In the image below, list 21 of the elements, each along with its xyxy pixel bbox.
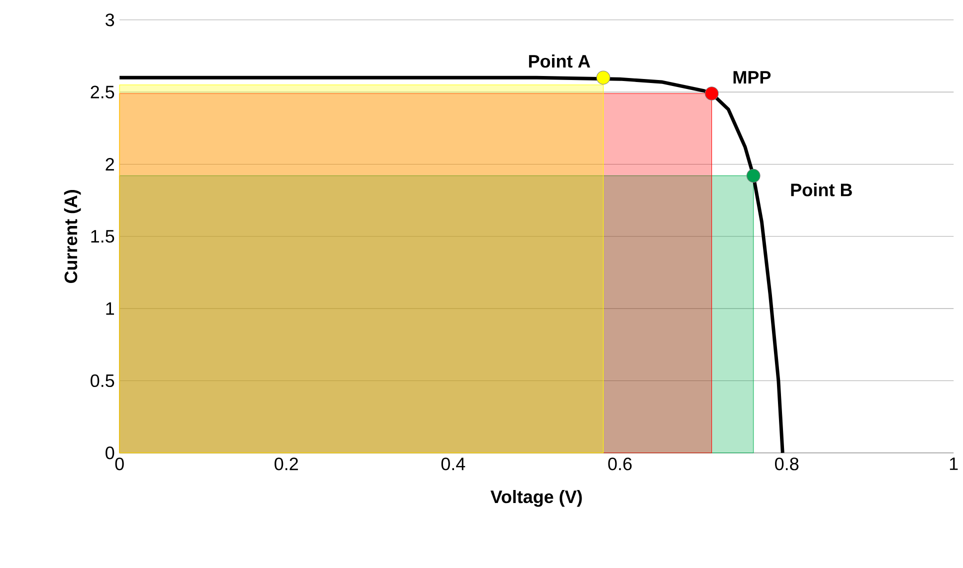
x-tick-label: 0.2 [274,457,298,470]
point [704,86,719,100]
y-tick-label: 1.5 [91,230,114,242]
x-tick-label: 0.6 [608,457,632,470]
x-tick-label: 0.4 [441,457,466,470]
y-tick-label: 2.5 [90,86,114,98]
point [596,70,610,84]
annotation: Point B [791,182,852,196]
point [746,168,760,182]
y-tick-label: 3 [106,13,114,26]
y-tick-label: 0.5 [90,374,114,387]
y-axis-title: Current (A) [64,190,81,283]
x-tick-label: 0.8 [775,457,798,470]
x-tick-label: 1 [950,457,958,470]
annotation: MPP [734,70,771,84]
y-tick-label: 0 [106,446,114,460]
annotation: Point A [529,54,590,68]
x-tick-label: 0 [115,457,124,470]
x-axis-title: Voltage (V) [490,490,582,507]
y-tick-label: 1 [106,302,114,315]
y-tick-label: 2 [106,158,114,170]
